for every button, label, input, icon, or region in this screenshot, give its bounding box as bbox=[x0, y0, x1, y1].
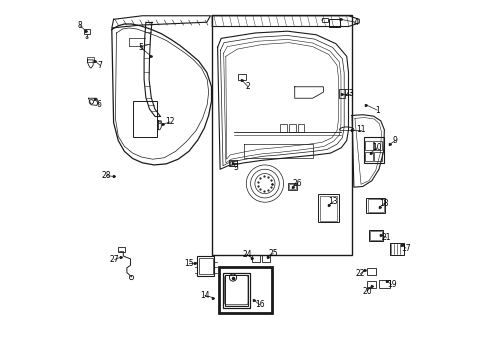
Bar bbox=[366, 281, 375, 288]
Text: 24: 24 bbox=[242, 250, 251, 259]
Bar bbox=[199, 258, 212, 274]
Bar bbox=[321, 18, 327, 22]
Bar bbox=[230, 161, 236, 166]
Bar bbox=[317, 194, 338, 222]
Bar bbox=[364, 152, 372, 161]
Text: 20: 20 bbox=[362, 287, 371, 296]
Bar bbox=[367, 199, 383, 212]
Bar bbox=[338, 89, 345, 98]
Text: 6: 6 bbox=[97, 100, 102, 109]
Bar bbox=[83, 29, 90, 34]
Bar bbox=[261, 255, 269, 262]
Bar bbox=[364, 140, 372, 150]
Bar bbox=[288, 184, 296, 189]
Bar bbox=[373, 140, 382, 150]
Text: 12: 12 bbox=[165, 117, 174, 126]
Text: 15: 15 bbox=[183, 259, 193, 268]
Bar bbox=[378, 280, 389, 288]
Text: 16: 16 bbox=[254, 300, 264, 309]
Text: 1: 1 bbox=[374, 105, 379, 114]
Text: 13: 13 bbox=[328, 197, 338, 206]
Text: 25: 25 bbox=[268, 249, 278, 258]
Bar bbox=[118, 247, 124, 252]
Bar bbox=[238, 74, 245, 80]
Text: 21: 21 bbox=[381, 233, 390, 242]
Text: 11: 11 bbox=[356, 125, 365, 134]
Bar bbox=[212, 15, 351, 255]
Bar bbox=[368, 230, 382, 241]
Text: 14: 14 bbox=[200, 291, 209, 300]
Text: 2: 2 bbox=[245, 82, 250, 91]
Bar bbox=[251, 255, 259, 262]
Bar bbox=[389, 243, 403, 255]
Text: 10: 10 bbox=[372, 143, 381, 152]
Text: 8: 8 bbox=[78, 21, 82, 30]
Bar bbox=[366, 198, 384, 213]
Bar bbox=[373, 152, 382, 161]
Text: 17: 17 bbox=[400, 244, 410, 253]
Text: 3: 3 bbox=[233, 163, 238, 172]
Text: 27: 27 bbox=[110, 255, 119, 264]
Bar bbox=[319, 196, 336, 221]
Bar bbox=[219, 267, 272, 313]
Text: 18: 18 bbox=[379, 199, 388, 208]
Text: 22: 22 bbox=[355, 269, 365, 278]
Bar bbox=[224, 275, 247, 306]
Bar bbox=[280, 124, 286, 132]
Bar bbox=[197, 256, 214, 276]
Bar bbox=[297, 124, 304, 132]
Bar bbox=[366, 268, 375, 275]
Bar bbox=[289, 124, 295, 132]
Text: 28: 28 bbox=[102, 171, 111, 180]
Text: 4: 4 bbox=[352, 18, 357, 27]
Text: 19: 19 bbox=[386, 280, 396, 289]
Bar bbox=[223, 273, 249, 309]
Bar bbox=[86, 57, 94, 62]
Text: 23: 23 bbox=[344, 89, 354, 98]
Bar bbox=[287, 183, 297, 190]
Bar bbox=[132, 101, 157, 137]
Text: 5: 5 bbox=[138, 43, 142, 52]
Text: 26: 26 bbox=[292, 179, 302, 188]
Bar bbox=[369, 231, 381, 240]
Text: 7: 7 bbox=[97, 61, 102, 70]
Text: 9: 9 bbox=[392, 136, 397, 145]
Bar bbox=[328, 19, 339, 27]
Bar bbox=[229, 160, 237, 166]
Bar bbox=[363, 137, 384, 163]
